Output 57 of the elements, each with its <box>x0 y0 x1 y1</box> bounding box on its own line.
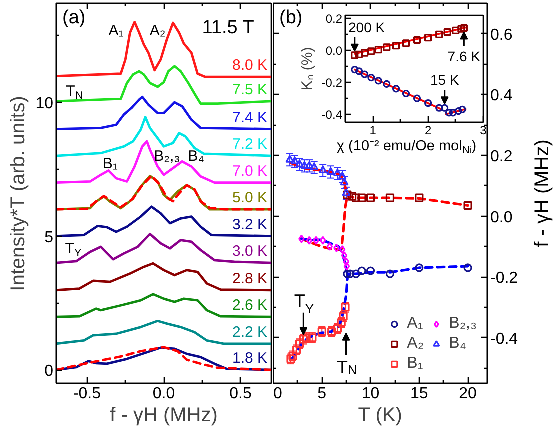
series-label: 3.2 K <box>232 216 268 234</box>
series-label: 2.2 K <box>232 324 268 341</box>
series-label: 2.8 K <box>232 270 268 288</box>
y-axis-title: f - γH (MHz) <box>532 140 554 248</box>
x-tick-label: 20 <box>459 386 478 402</box>
series-label: 1.8 K <box>232 350 268 368</box>
y-axis-title: Kₙ (%) <box>298 47 316 91</box>
legend-label: B₁ <box>407 355 424 373</box>
annotation: A₁ <box>108 22 124 40</box>
series-label: 7.4 K <box>232 109 268 126</box>
x-tick-label: 3 <box>480 124 488 138</box>
legend-label: A₂ <box>407 335 426 353</box>
y-tick-label: 0.0 <box>326 44 343 58</box>
chart-title: (a) <box>62 8 86 28</box>
x-axis-title: T (K) <box>358 404 402 426</box>
series-label: 2.6 K <box>232 297 268 314</box>
y-tick-label: 0.0 <box>490 209 513 226</box>
annotation: B₁ <box>102 155 118 172</box>
y-tick-label: 5 <box>44 229 54 246</box>
series-label: 8.0 K <box>232 57 268 74</box>
series-label: 7.2 K <box>232 136 268 154</box>
x-tick-label: 15 <box>410 386 428 402</box>
series-label: 5.0 K <box>232 190 268 207</box>
annotation: B₄ <box>188 148 204 165</box>
legend-label: A₁ <box>407 315 424 333</box>
x-tick-label: 2 <box>424 124 432 138</box>
y-tick-label: -0.4 <box>322 108 343 122</box>
x-tick-label: 0.5 <box>230 386 252 402</box>
annotation: 200 K <box>348 19 386 36</box>
y-axis-title: Intensity*T (arb. units) <box>8 96 30 292</box>
series-label: 7.5 K <box>232 81 268 98</box>
y-tick-label: -0.2 <box>490 270 518 288</box>
x-tick-label: 0.0 <box>152 386 176 402</box>
annotation: 11.5 T <box>202 18 255 39</box>
annotation: TN <box>336 357 358 378</box>
legend-label: B₄ <box>449 335 468 353</box>
series-label: 7.0 K <box>232 162 268 180</box>
y-tick-label: -0.4 <box>490 330 518 348</box>
annotation: 15 K <box>430 72 460 88</box>
y-tick-label: 0.2 <box>490 148 513 166</box>
x-tick-label: -0.5 <box>73 386 102 402</box>
y-tick-label: 0.4 <box>490 88 513 105</box>
legend-label: B₂,₃ <box>449 315 477 333</box>
y-tick-label: 0.6 <box>490 26 513 44</box>
annotation: B₂,₃ <box>154 148 180 165</box>
y-tick-label: -0.2 <box>322 76 343 90</box>
x-axis-title: f - γH (MHz) <box>110 404 218 426</box>
y-tick-label: 0.2 <box>326 12 343 26</box>
x-tick-label: 0 <box>274 386 282 402</box>
series-label: 3.0 K <box>232 243 268 260</box>
x-tick-label: 1 <box>370 124 377 138</box>
annotation: 7.6 K <box>448 48 482 64</box>
x-tick-label: 10 <box>362 386 380 402</box>
chart-title: (b) <box>280 8 303 28</box>
annotation: A₂ <box>150 22 166 40</box>
y-tick-label: 0 <box>44 363 54 380</box>
y-tick-label: 10 <box>36 96 54 113</box>
